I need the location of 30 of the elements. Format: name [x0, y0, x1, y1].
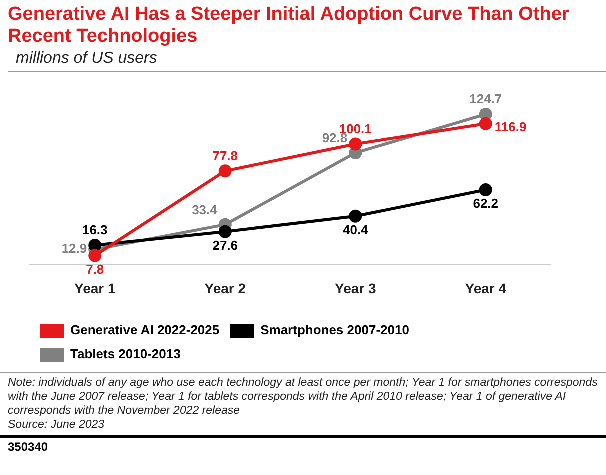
data-label: 16.3 — [82, 222, 108, 238]
data-label: 7.8 — [86, 262, 104, 277]
x-tick-label: Year 3 — [334, 280, 376, 296]
chart-title: Generative AI Has a Steeper Initial Adoption Curve Than Other Recent Technologies — [7, 3, 570, 48]
data-label: 33.4 — [192, 202, 218, 218]
point — [88, 239, 102, 252]
chart-subtitle: millions of US users — [8, 48, 606, 72]
data-label: 124.7 — [470, 92, 502, 107]
point — [218, 164, 232, 178]
x-tick-label: Year 4 — [465, 280, 507, 296]
x-tick-label: Year 2 — [204, 280, 246, 296]
source-note: Source: June 2023 — [8, 418, 106, 432]
x-tick-label: Year 1 — [74, 280, 116, 296]
point — [479, 184, 492, 197]
point — [479, 117, 492, 130]
data-label: 116.9 — [494, 119, 527, 134]
point — [349, 210, 362, 223]
data-label: 77.8 — [212, 148, 238, 164]
data-label: 62.2 — [473, 196, 499, 212]
data-label: 40.4 — [342, 222, 370, 238]
point — [88, 249, 102, 262]
point — [349, 138, 362, 151]
text: Note: individuals of any age who use each technology at least once per month; Year 1 for smartphones corresponds with the June 2007 release; Year 1 for tablets corresponds with the April 2010 release; Year 1 of generative AI corresponds with the November 2022 release — [8, 376, 598, 418]
point — [218, 225, 232, 238]
legend-label: Tablets 2010-2013 — [70, 346, 181, 362]
data-label: 12.9 — [62, 241, 88, 256]
data-label: 27.6 — [212, 238, 238, 253]
legend-label: Smartphones 2007-2010 — [260, 322, 410, 338]
legend-label: Generative AI 2022-2025 — [70, 322, 220, 338]
text: 350340 — [0, 435, 606, 456]
